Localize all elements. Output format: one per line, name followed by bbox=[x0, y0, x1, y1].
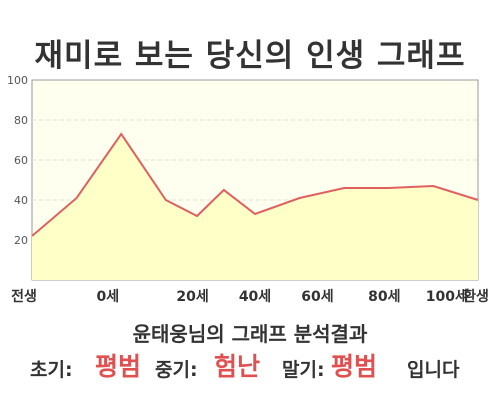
mid-stage-value: 험난 bbox=[214, 352, 261, 381]
x-tick-label: 전생 bbox=[11, 288, 37, 305]
result-ending: 입니다 bbox=[407, 359, 460, 381]
y-tick-label: 60 bbox=[14, 154, 28, 167]
analysis-result: 초기: 평범 중기: 험난 말기: 평범 입니다 bbox=[0, 345, 500, 385]
series-line bbox=[31, 132, 479, 237]
mid-stage-label: 중기: bbox=[155, 359, 198, 381]
x-tick-label: 80세 bbox=[368, 289, 400, 305]
x-tick-label: 100세 bbox=[426, 289, 468, 305]
x-tick-label: 0세 bbox=[97, 289, 120, 305]
x-tick-label: 60세 bbox=[301, 289, 333, 305]
y-tick-label: 40 bbox=[14, 194, 28, 207]
x-tick-label: 20세 bbox=[176, 289, 208, 305]
analysis-summary-title: 윤태웅님의 그래프 분석결과 bbox=[132, 322, 368, 346]
page-title: 재미로 보는 당신의 인생 그래프 bbox=[34, 38, 466, 74]
y-axis-ticks: 20 40 60 80 100 bbox=[7, 74, 28, 247]
series-area bbox=[32, 134, 478, 280]
x-tick-label: 환생 bbox=[463, 288, 489, 305]
late-stage-label: 말기: bbox=[282, 359, 325, 381]
early-stage-value: 평범 bbox=[95, 352, 142, 381]
x-tick-label: 40세 bbox=[239, 289, 271, 305]
y-tick-label: 80 bbox=[14, 114, 28, 127]
late-stage-value: 평범 bbox=[331, 352, 378, 381]
y-tick-label: 100 bbox=[7, 74, 28, 87]
y-tick-label: 20 bbox=[14, 234, 28, 247]
early-stage-label: 초기: bbox=[30, 359, 73, 381]
